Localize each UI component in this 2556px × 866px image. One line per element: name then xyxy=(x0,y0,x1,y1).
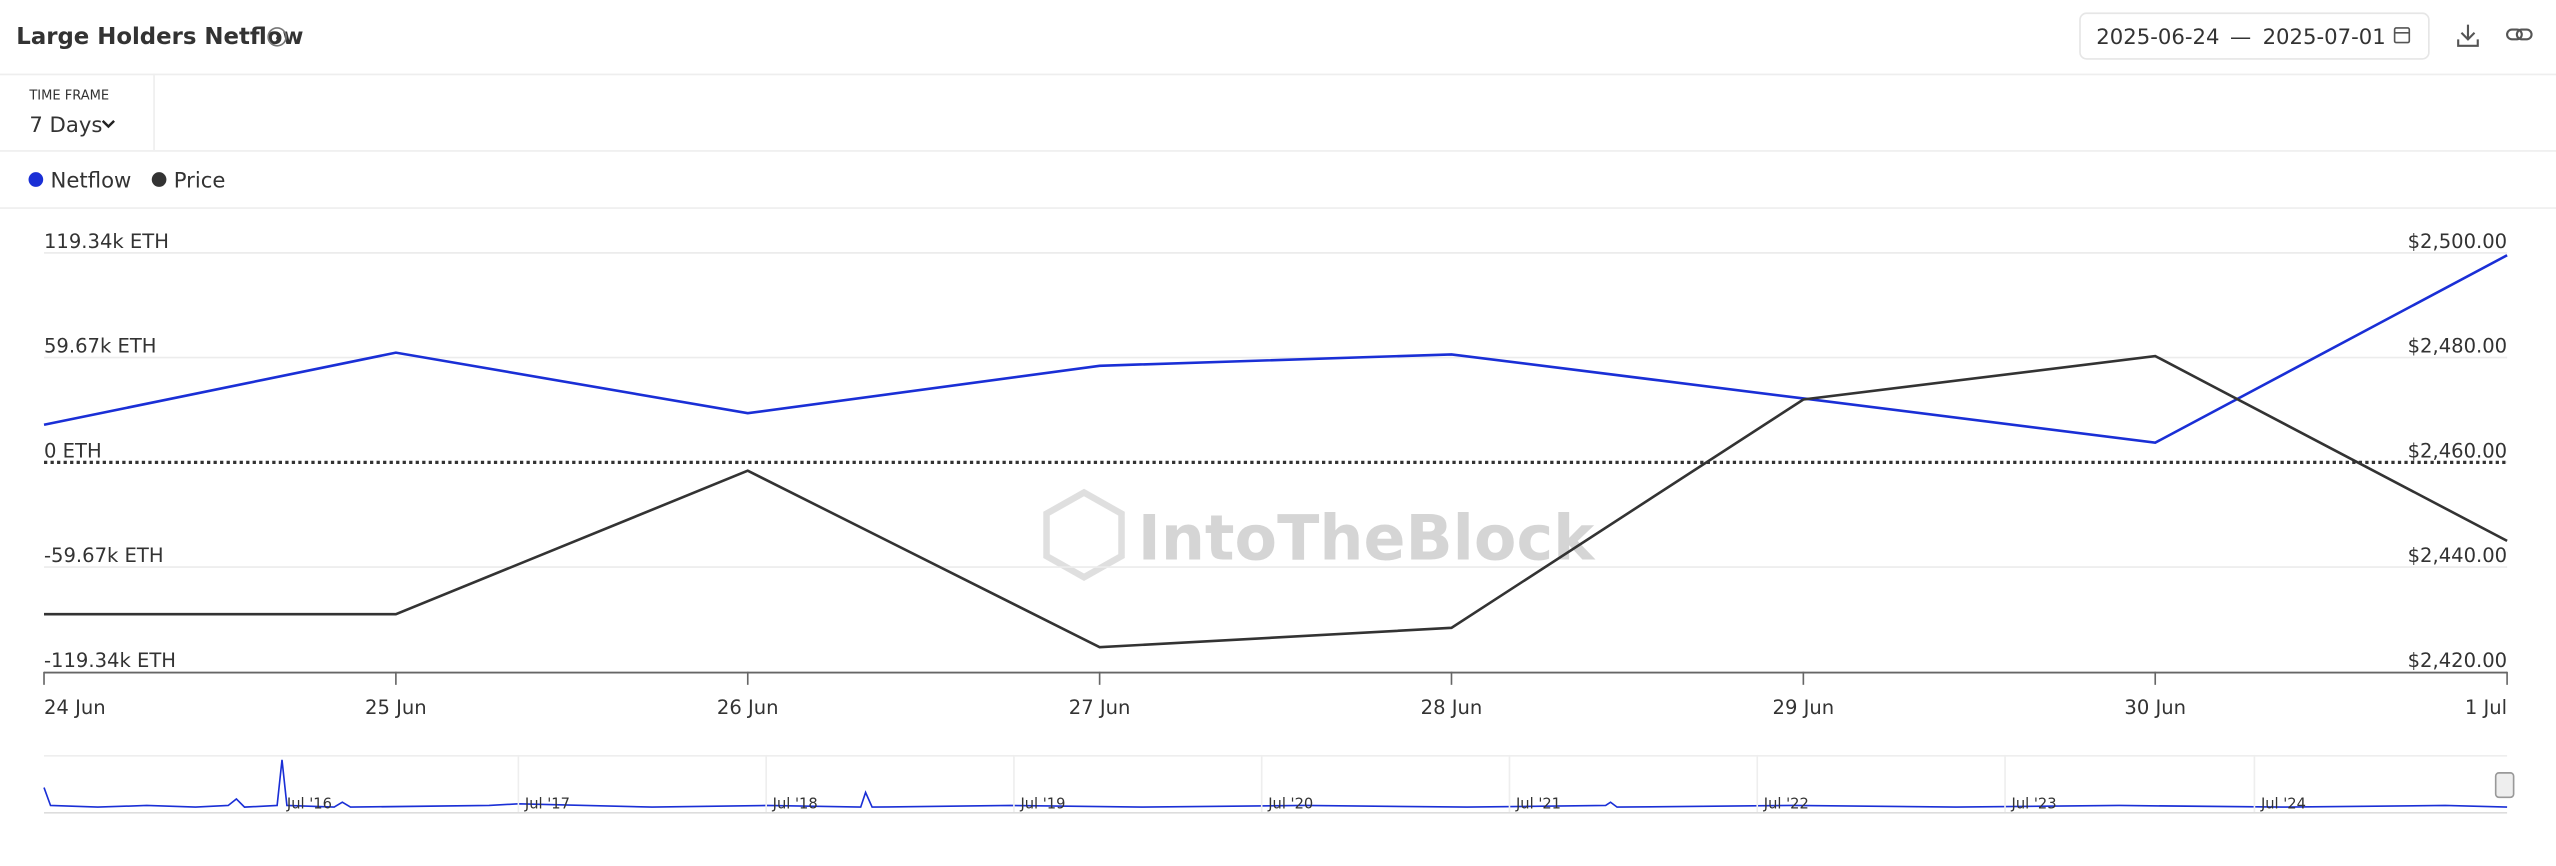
y-tick-label: 59.67k ETH xyxy=(44,335,156,358)
legend-label: Price xyxy=(174,168,226,193)
legend-marker xyxy=(28,172,44,187)
watermark: IntoTheBlock xyxy=(1043,488,1596,582)
legend-label: Netflow xyxy=(51,168,132,193)
calendar-icon xyxy=(2393,27,2411,44)
y-tick-label: 119.34k ETH xyxy=(44,230,169,253)
y2-tick-label: $2,440.00 xyxy=(2408,544,2507,567)
navigator-label: Jul '24 xyxy=(2260,796,2306,813)
date-range-picker[interactable] xyxy=(2079,12,2430,60)
time-frame-value: 7 Days xyxy=(29,112,102,137)
y2-tick-label: $2,420.00 xyxy=(2408,649,2507,672)
navigator-label: Jul '16 xyxy=(286,796,332,813)
page-title: Large Holders Netflow xyxy=(16,24,303,50)
x-tick-label: 24 Jun xyxy=(44,696,106,719)
legend: Netflow Price xyxy=(28,168,226,193)
navigator-label: Jul '23 xyxy=(2011,796,2057,813)
download-button[interactable] xyxy=(2457,24,2479,47)
y2-tick-label: $2,460.00 xyxy=(2408,439,2507,462)
date-from: 2025-06-24 xyxy=(2096,24,2219,49)
svg-text:?: ? xyxy=(274,31,281,46)
help-icon[interactable]: ? xyxy=(267,27,287,47)
time-frame-dropdown[interactable]: 7 Days xyxy=(29,112,115,137)
y2-tick-label: $2,480.00 xyxy=(2408,335,2507,358)
y-tick-label: -59.67k ETH xyxy=(44,544,164,567)
navigator[interactable] xyxy=(43,754,2515,814)
x-tick-label: 28 Jun xyxy=(1421,696,1483,719)
navigator-label: Jul '22 xyxy=(1763,796,1809,813)
navigator-label: Jul '17 xyxy=(524,796,570,813)
link-button[interactable] xyxy=(2506,28,2533,41)
x-tick-label: 1 Jul xyxy=(2465,696,2507,719)
series-line xyxy=(43,254,2508,445)
x-tick-label: 27 Jun xyxy=(1069,696,1131,719)
navigator-label: Jul '19 xyxy=(1019,796,1065,813)
y-tick-label: 0 ETH xyxy=(44,439,102,462)
y2-tick-label: $2,500.00 xyxy=(2408,230,2507,253)
series-line xyxy=(44,354,2508,649)
x-tick-label: 29 Jun xyxy=(1773,696,1835,719)
navigator-label: Jul '18 xyxy=(772,796,818,813)
legend-marker xyxy=(151,172,167,187)
date-to: 2025-07-01 xyxy=(2263,24,2386,49)
plot: -119.34k ETH -59.67k ETH 0 ETH 59.67k ETH 11… xyxy=(43,230,2508,719)
x-tick-label: 26 Jun xyxy=(717,696,779,719)
x-tick-label: 25 Jun xyxy=(365,696,427,719)
navigator-label: Jul '20 xyxy=(1267,796,1313,813)
navigator-label: Jul '21 xyxy=(1515,796,1561,813)
watermark-text: IntoTheBlock xyxy=(1138,502,1596,574)
time-frame-label: TIME FRAME xyxy=(28,89,109,104)
date-separator: — xyxy=(2230,24,2251,49)
y-tick-label: -119.34k ETH xyxy=(44,649,176,672)
navigator-labels: Jul '16 Jul '17 Jul '18 Jul '19 Jul '20 Jul '… xyxy=(286,754,2306,813)
x-tick-label: 30 Jun xyxy=(2124,696,2186,719)
